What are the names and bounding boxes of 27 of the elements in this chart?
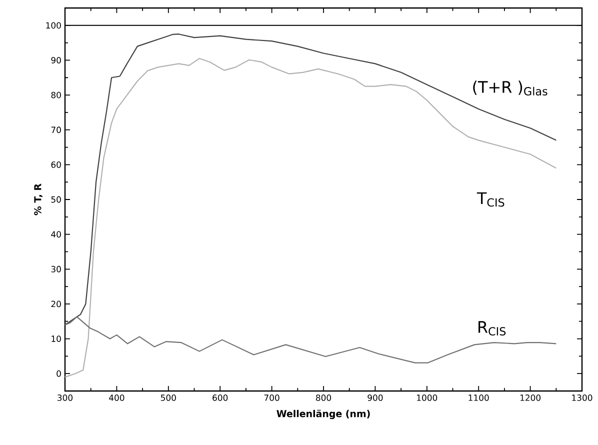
x-tick-label: 800: [316, 394, 332, 401]
y-tick-label: 0: [56, 370, 61, 377]
x-tick-label: 500: [160, 394, 176, 401]
x-tick-label: 1100: [468, 394, 489, 401]
x-tick-label: 400: [109, 394, 124, 401]
y-tick-label: 100: [46, 22, 61, 29]
x-tick-label: 600: [212, 394, 228, 401]
y-tick-label: 70: [51, 126, 61, 134]
y-tick-label: 90: [51, 57, 61, 64]
series-label: R$_{CIS}$: [478, 321, 506, 336]
x-tick-label: 900: [368, 394, 383, 401]
y-tick-label: 50: [51, 196, 61, 203]
y-tick-label: 10: [52, 336, 61, 342]
y-tick-label: 20: [51, 300, 61, 308]
text: T$_{CIS}$: [476, 192, 504, 207]
y-tick-label: 80: [51, 92, 61, 98]
x-tick-label: 300: [58, 394, 73, 401]
x-tick-label: 1300: [572, 394, 592, 401]
series-label: (T+R )$_{Glas}$: [473, 80, 548, 96]
y-tick-label: 60: [51, 161, 61, 168]
x-axis-title: Wellenlänge (nm): [276, 410, 370, 420]
y-tick-label: 30: [51, 266, 61, 272]
y-axis-title: % T, R: [34, 184, 42, 216]
x-tick-label: 1200: [520, 394, 541, 401]
y-tick-label: 40: [51, 231, 61, 238]
x-tick-label: 1000: [417, 394, 438, 401]
x-tick-label: 700: [264, 394, 280, 401]
